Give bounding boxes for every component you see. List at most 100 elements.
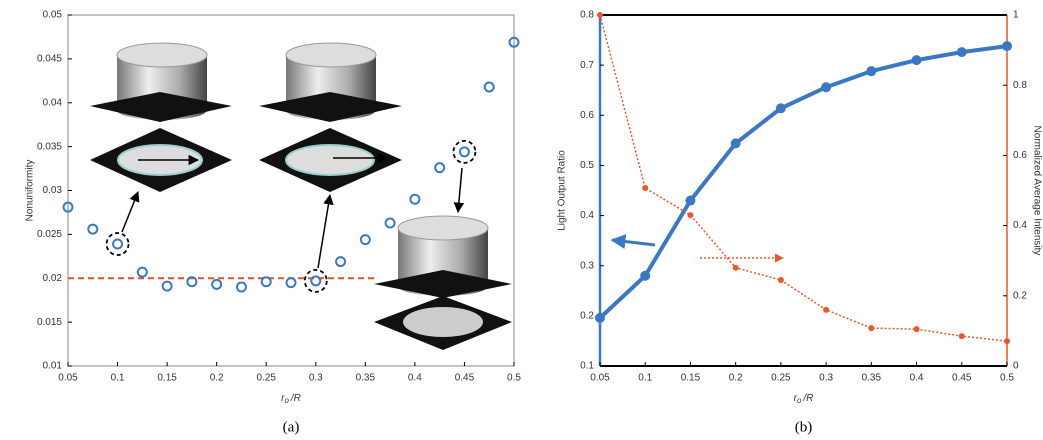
data-point (163, 282, 172, 291)
y-tick-label: 0.3 (580, 260, 594, 271)
x-tick-label: 0.25 (256, 373, 276, 384)
y-tick-label: 0.015 (37, 317, 62, 328)
data-point (597, 12, 603, 18)
x-axis-label: ro/R (281, 393, 301, 405)
data-point (914, 326, 920, 332)
data-point (776, 103, 786, 113)
x-tick-label: 0.5 (507, 373, 521, 384)
y-tick-label: 0.05 (43, 10, 63, 21)
data-point (311, 276, 320, 285)
data-point (287, 278, 296, 287)
data-point (731, 138, 741, 148)
render-2 (259, 43, 402, 192)
data-point (1002, 41, 1012, 51)
data-point (733, 265, 739, 271)
data-point (1004, 338, 1010, 344)
y2-tick-label: 0.6 (1013, 150, 1027, 161)
data-point (912, 55, 922, 65)
data-point (410, 195, 419, 204)
data-point (485, 82, 494, 91)
render-1 (90, 43, 232, 192)
x-tick-label: 0.35 (862, 373, 882, 384)
data-point (685, 196, 695, 206)
y-tick-label: 0.025 (37, 229, 62, 240)
x-tick-label: 0.3 (819, 373, 833, 384)
x-tick-label: 0.05 (58, 373, 78, 384)
data-point (959, 333, 965, 339)
x-tick-label: 0.1 (638, 373, 652, 384)
highlight-ring (305, 270, 327, 292)
y-axis-label: Light Output Ratio (557, 150, 568, 231)
figure: 0.050.10.150.20.250.30.350.40.450.50.010… (0, 0, 1043, 440)
y-tick-label: 0.8 (580, 10, 594, 21)
x-tick-label: 0.15 (681, 373, 701, 384)
y-tick-label: 0.01 (43, 361, 63, 372)
data-point (88, 225, 97, 234)
data-point (595, 313, 605, 323)
x-tick-label: 0.2 (210, 373, 224, 384)
series-line (600, 46, 1007, 318)
y2-tick-label: 0.8 (1013, 80, 1027, 91)
data-point (262, 277, 271, 286)
y2-tick-label: 0 (1013, 361, 1019, 372)
y2-tick-label: 1 (1013, 10, 1019, 21)
x-tick-label: 0.1 (111, 373, 125, 384)
highlight-ring (453, 141, 475, 163)
y-tick-label: 0.6 (580, 110, 594, 121)
x-tick-label: 0.5 (1000, 373, 1014, 384)
x-tick-label: 0.4 (910, 373, 924, 384)
y-tick-label: 0.1 (580, 361, 594, 372)
caption: (b) (795, 419, 813, 435)
data-point (138, 268, 147, 277)
highlight-ring (107, 233, 129, 255)
data-point (361, 235, 370, 244)
y-tick-label: 0.2 (580, 310, 594, 321)
data-point (957, 47, 967, 57)
x-tick-label: 0.35 (356, 373, 376, 384)
x-tick-label: 0.45 (455, 373, 475, 384)
y-tick-label: 0.5 (580, 160, 594, 171)
x-tick-label: 0.4 (408, 373, 422, 384)
y-tick-label: 0.03 (43, 185, 63, 196)
x-axis-label-part: /R (802, 393, 813, 404)
data-point (778, 277, 784, 283)
data-point (237, 283, 246, 292)
x-axis-label-part: o (797, 396, 802, 405)
y2-tick-label: 0.2 (1013, 290, 1027, 301)
y-tick-label: 0.02 (43, 273, 63, 284)
x-tick-label: 0.15 (157, 373, 177, 384)
y-tick-label: 0.035 (37, 141, 62, 152)
y-axis-label: Nonuniformity (25, 160, 36, 222)
data-point (868, 325, 874, 331)
data-point (460, 147, 469, 156)
y2-axis-label: Normalized Average Intensity (1031, 126, 1042, 256)
x-tick-label: 0.45 (952, 373, 972, 384)
x-axis-label-part: /R (290, 393, 301, 404)
illustrations (90, 43, 783, 350)
y2-tick-label: 0.4 (1013, 220, 1027, 231)
data-point (336, 257, 345, 266)
data-point (386, 218, 395, 227)
x-axis-label-part: o (284, 396, 289, 405)
x-tick-label: 0.3 (309, 373, 323, 384)
y-tick-label: 0.4 (580, 210, 594, 221)
data-point (642, 185, 648, 191)
series-line (600, 15, 1007, 341)
data-point (113, 240, 122, 249)
data-point (821, 82, 831, 92)
y-tick-label: 0.04 (43, 97, 63, 108)
x-tick-label: 0.2 (729, 373, 743, 384)
data-point (212, 280, 221, 289)
y-tick-label: 0.045 (37, 54, 62, 65)
y-tick-label: 0.7 (580, 60, 594, 71)
data-point (866, 66, 876, 76)
data-point (687, 212, 693, 218)
data-point (823, 307, 829, 313)
caption: (a) (283, 419, 300, 435)
x-tick-label: 0.25 (771, 373, 791, 384)
x-tick-label: 0.05 (590, 373, 610, 384)
data-point (435, 163, 444, 172)
data-point (640, 271, 650, 281)
x-axis-label: ro/R (794, 393, 814, 405)
